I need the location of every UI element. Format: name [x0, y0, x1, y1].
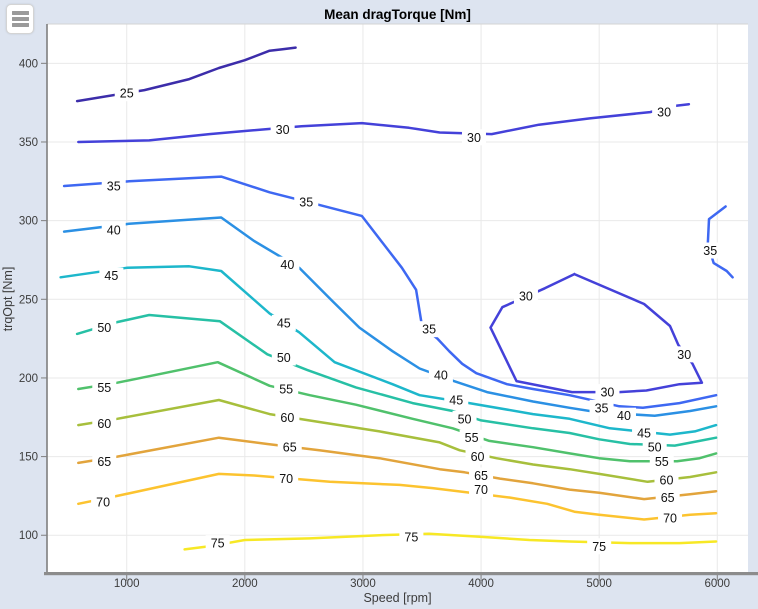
contour-label-40: 40	[107, 224, 121, 238]
chart-title: Mean dragTorque [Nm]	[324, 7, 471, 22]
contour-line-30	[489, 272, 704, 394]
contour-label-35: 35	[422, 323, 436, 337]
contour-line-75	[183, 532, 718, 551]
contour-label-65: 65	[97, 455, 111, 469]
contour-label-65: 65	[661, 491, 675, 505]
x-tick-label: 6000	[704, 578, 730, 590]
contour-line-60	[77, 398, 718, 484]
contour-label-50: 50	[277, 351, 291, 365]
y-tick-label: 300	[19, 216, 38, 228]
contour-line-30	[77, 102, 691, 144]
contour-label-40: 40	[434, 368, 448, 382]
contour-label-75: 75	[211, 537, 225, 551]
contour-label-60: 60	[471, 450, 485, 464]
axes-toolbar-button[interactable]	[6, 4, 34, 34]
contour-label-60: 60	[97, 417, 111, 431]
contour-label-50: 50	[458, 412, 472, 426]
contour-label-50: 50	[97, 321, 111, 335]
contour-label-30: 30	[519, 290, 533, 304]
contour-label-50: 50	[648, 441, 662, 455]
contour-line-25	[75, 46, 297, 103]
contour-label-25: 25	[120, 87, 134, 101]
contour-label-45: 45	[449, 393, 463, 407]
contour-label-30: 30	[600, 386, 614, 400]
y-tick-label: 250	[19, 294, 38, 306]
contour-label-35: 35	[107, 180, 121, 194]
contour-label-45: 45	[637, 426, 651, 440]
contour-label-35: 35	[703, 244, 717, 258]
x-tick-label: 2000	[232, 578, 258, 590]
contour-label-40: 40	[617, 409, 631, 423]
contour-label-70: 70	[96, 496, 110, 510]
contour-label-45: 45	[104, 269, 118, 283]
hamburger-icon	[11, 11, 29, 27]
x-axis-label: Speed [rpm]	[363, 591, 432, 605]
contour-label-30: 30	[467, 131, 481, 145]
contour-label-75: 75	[404, 530, 418, 544]
contour-label-35: 35	[299, 195, 313, 209]
contour-label-75: 75	[592, 540, 606, 554]
y-tick-label: 400	[19, 58, 38, 70]
contour-label-55: 55	[655, 455, 669, 469]
contour-label-30: 30	[276, 123, 290, 137]
contour-label-65: 65	[283, 441, 297, 455]
y-tick-label: 100	[19, 530, 38, 542]
contour-label-65: 65	[474, 469, 488, 483]
x-tick-label: 4000	[468, 578, 494, 590]
contour-label-60: 60	[280, 411, 294, 425]
contour-label-70: 70	[663, 511, 677, 525]
contour-label-30: 30	[657, 106, 671, 120]
x-tick-label: 3000	[350, 578, 376, 590]
y-tick-label: 200	[19, 373, 38, 385]
contour-label-55: 55	[279, 382, 293, 396]
contour-label-70: 70	[474, 483, 488, 497]
x-tick-label: 1000	[114, 578, 140, 590]
x-tick-label: 5000	[586, 578, 612, 590]
y-axis-label: trqOpt [Nm]	[1, 266, 15, 332]
contour-label-70: 70	[279, 472, 293, 486]
y-tick-label: 150	[19, 452, 38, 464]
contour-label-35: 35	[595, 401, 609, 415]
contour-label-30: 30	[677, 348, 691, 362]
contour-line-65	[77, 436, 718, 501]
contour-label-40: 40	[280, 258, 294, 272]
contour-label-60: 60	[660, 474, 674, 488]
contour-label-55: 55	[97, 381, 111, 395]
y-tick-label: 350	[19, 137, 38, 149]
contour-label-45: 45	[277, 316, 291, 330]
contour-label-55: 55	[465, 431, 479, 445]
